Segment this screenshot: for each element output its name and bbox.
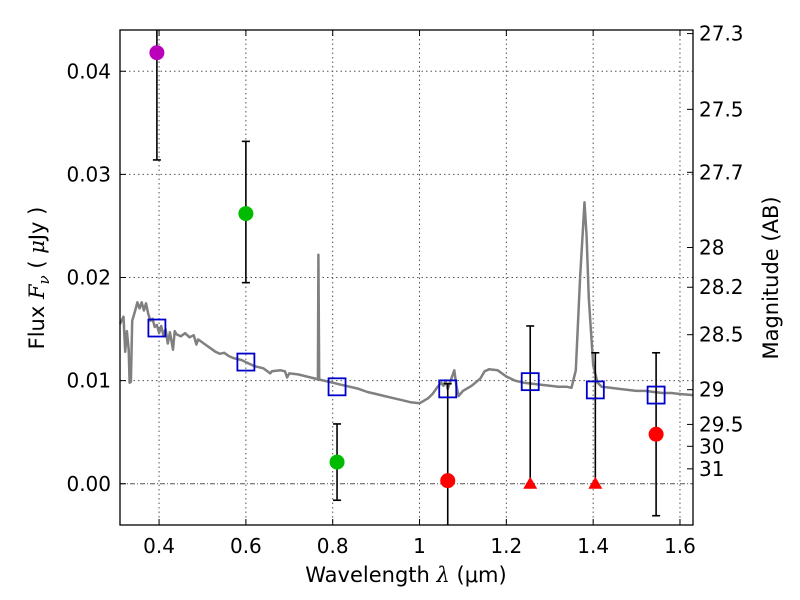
y2-axis-label: Magnitude (AB) bbox=[759, 196, 783, 359]
y-axis-label: Flux Fν ( μJy ) bbox=[25, 207, 53, 350]
upper-limit-marker bbox=[588, 476, 603, 489]
plot-area bbox=[118, 30, 694, 525]
x-axis-label-unit: (μm) bbox=[450, 563, 507, 587]
y2-tick-label: 27.7 bbox=[699, 160, 744, 184]
y2-tick-label: 28.2 bbox=[699, 275, 744, 299]
x-tick-label: 1.6 bbox=[664, 534, 696, 558]
x-axis-label: Wavelength λ (μm) bbox=[305, 563, 506, 587]
y2-tick-label: 28 bbox=[699, 236, 724, 260]
model-photometry-box bbox=[646, 385, 666, 405]
x-tick-label: 0.6 bbox=[230, 534, 262, 558]
y2-tick-label: 30 bbox=[699, 434, 724, 458]
upper-limit-marker bbox=[523, 476, 538, 489]
y2-tick-label: 27.3 bbox=[699, 22, 744, 46]
y2-tick-label: 31 bbox=[699, 457, 724, 481]
photometry-point bbox=[149, 45, 165, 61]
model-spectrum-line bbox=[118, 200, 694, 405]
y-tick-label: 0.01 bbox=[66, 369, 111, 393]
x-tick-label: 0.8 bbox=[317, 534, 349, 558]
x-tick-label: 0.4 bbox=[143, 534, 175, 558]
photometry-point bbox=[238, 206, 254, 222]
model-photometry-box bbox=[327, 377, 347, 397]
y-tick-label: 0.03 bbox=[66, 162, 111, 186]
model-photometry-box bbox=[585, 380, 605, 400]
x-tick-label: 1.4 bbox=[577, 534, 609, 558]
model-photometry-box bbox=[438, 379, 458, 399]
y-tick-label: 0.02 bbox=[66, 266, 111, 290]
y-tick-label: 0.04 bbox=[66, 59, 111, 83]
grid-lines bbox=[120, 30, 693, 525]
x-tick-label: 1 bbox=[413, 534, 426, 558]
y-axis-label-symbol: F bbox=[25, 283, 49, 300]
y2-tick-label: 27.5 bbox=[699, 97, 744, 121]
y-axis-label-unit-close: Jy ) bbox=[25, 207, 49, 243]
x-axis-label-prefix: Wavelength bbox=[305, 563, 436, 587]
x-tick-label: 1.2 bbox=[490, 534, 522, 558]
photometry-point bbox=[440, 473, 456, 489]
y-axis-label-subscript: ν bbox=[35, 275, 53, 284]
ticks: 0.4 0.6 0.8 1 1.2 1.4 1.6 0.00 0.01 0.02 0.03 0.04 2… bbox=[66, 22, 743, 558]
y2-tick-label: 29.5 bbox=[699, 412, 744, 436]
model-photometry-box bbox=[147, 318, 167, 338]
y-axis-label-unit-open: ( bbox=[25, 254, 49, 276]
photometry-point bbox=[648, 426, 664, 442]
y2-tick-label: 28.5 bbox=[699, 323, 744, 347]
x-axis-label-symbol: λ bbox=[436, 563, 450, 587]
y-axis-label-prefix: Flux bbox=[25, 299, 49, 349]
model-photometry-box bbox=[236, 352, 256, 372]
y-axis-label-mu: μ bbox=[25, 240, 49, 254]
y-tick-label: 0.00 bbox=[66, 472, 111, 496]
model-photometry-box bbox=[520, 372, 540, 392]
y2-tick-label: 29 bbox=[699, 378, 724, 402]
photometry-point bbox=[329, 454, 345, 470]
